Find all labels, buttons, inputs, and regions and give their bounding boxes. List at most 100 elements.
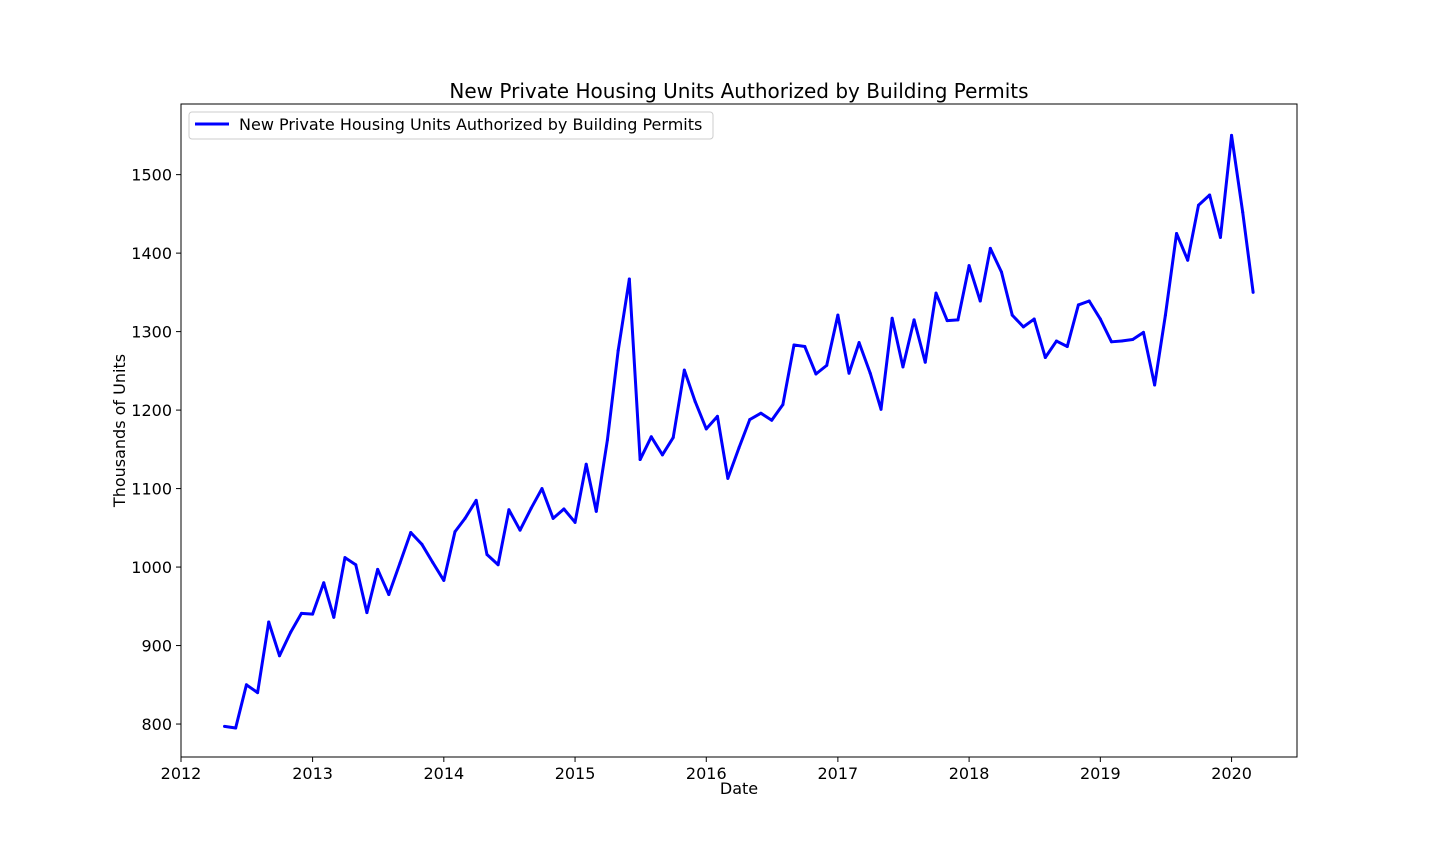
data-point: [376, 567, 380, 571]
data-point: [792, 343, 796, 347]
y-tick-label: 1200: [131, 401, 172, 420]
data-point: [748, 418, 752, 422]
x-tick-label: 2015: [555, 764, 596, 783]
data-point: [693, 399, 697, 403]
x-tick-label: 2014: [423, 764, 464, 783]
data-point: [1196, 203, 1200, 207]
data-point: [770, 418, 774, 422]
data-point: [638, 458, 642, 462]
x-axis-title: Date: [720, 779, 758, 798]
data-point: [1087, 299, 1091, 303]
y-axis: 800 900 1000 1100 1200 1300 1400 1500: [131, 166, 181, 734]
data-point: [934, 291, 938, 295]
data-point: [923, 360, 927, 364]
data-point: [365, 611, 369, 615]
y-tick-label: 800: [141, 715, 172, 734]
data-point: [1043, 356, 1047, 360]
data-point: [311, 612, 315, 616]
data-point: [1218, 235, 1222, 239]
data-point: [814, 372, 818, 376]
data-point: [879, 407, 883, 411]
data-point: [715, 414, 719, 418]
legend-label: New Private Housing Units Authorized by …: [239, 115, 702, 134]
data-point: [529, 506, 533, 510]
y-tick-label: 1400: [131, 244, 172, 263]
data-point: [1032, 317, 1036, 321]
x-tick-label: 2013: [292, 764, 333, 783]
y-tick-label: 900: [141, 637, 172, 656]
data-point: [278, 654, 282, 658]
data-point: [605, 438, 609, 442]
y-tick-label: 1300: [131, 323, 172, 342]
data-point: [945, 319, 949, 323]
x-tick-label: 2018: [949, 764, 990, 783]
data-point: [1251, 290, 1255, 294]
data-point: [518, 528, 522, 532]
data-point: [244, 683, 248, 687]
data-point: [825, 363, 829, 367]
x-tick-label: 2017: [818, 764, 859, 783]
data-point: [1054, 339, 1058, 343]
data-point: [967, 264, 971, 268]
data-point: [332, 615, 336, 619]
data-point: [409, 531, 413, 535]
data-point: [616, 348, 620, 352]
data-point: [1120, 339, 1124, 343]
data-point: [573, 520, 577, 524]
series-line: [224, 133, 1255, 730]
data-point: [627, 277, 631, 281]
y-tick-label: 1100: [131, 480, 172, 499]
data-point: [803, 345, 807, 349]
x-axis: 2012 2013 2014 2015 2016 2017 2018 2019 2020: [161, 757, 1252, 783]
y-axis-title: Thousands of Units: [110, 354, 129, 508]
data-point: [1109, 340, 1113, 344]
data-point: [847, 371, 851, 375]
data-point: [398, 561, 402, 565]
data-point: [1241, 210, 1245, 214]
y-tick-label: 1500: [131, 166, 172, 185]
x-tick-label: 2019: [1080, 764, 1121, 783]
data-point: [256, 691, 260, 695]
data-point: [420, 542, 424, 546]
series-layer: [223, 133, 1255, 730]
data-point: [1163, 313, 1167, 317]
data-point: [223, 724, 226, 728]
data-point: [649, 435, 653, 439]
data-point: [463, 516, 467, 520]
data-point: [442, 578, 446, 582]
data-point: [1131, 337, 1135, 341]
data-point: [682, 368, 686, 372]
data-point: [322, 581, 326, 585]
data-point: [1230, 133, 1234, 137]
data-point: [671, 436, 675, 440]
data-point: [387, 593, 391, 597]
data-point: [868, 371, 872, 375]
data-point: [234, 726, 238, 730]
data-point: [1141, 330, 1145, 334]
legend: New Private Housing Units Authorized by …: [188, 111, 714, 140]
data-point: [1021, 325, 1025, 329]
data-point: [551, 516, 555, 520]
y-tick-label: 1000: [131, 558, 172, 577]
data-point: [431, 560, 435, 564]
data-point: [890, 316, 894, 320]
data-point: [781, 403, 785, 407]
chart-title: New Private Housing Units Authorized by …: [449, 79, 1028, 103]
data-point: [1065, 345, 1069, 349]
data-point: [354, 563, 358, 567]
data-point: [496, 563, 500, 567]
data-point: [343, 556, 347, 560]
data-point: [988, 246, 992, 250]
data-point: [999, 270, 1003, 274]
data-point: [299, 611, 303, 615]
x-tick-label: 2016: [686, 764, 727, 783]
data-point: [1076, 303, 1080, 307]
data-point: [857, 341, 861, 345]
data-point: [901, 365, 905, 369]
data-point: [485, 553, 489, 557]
data-point: [540, 487, 544, 491]
data-point: [737, 446, 741, 450]
plot-area-frame: [180, 103, 1298, 758]
data-point: [1208, 193, 1212, 197]
